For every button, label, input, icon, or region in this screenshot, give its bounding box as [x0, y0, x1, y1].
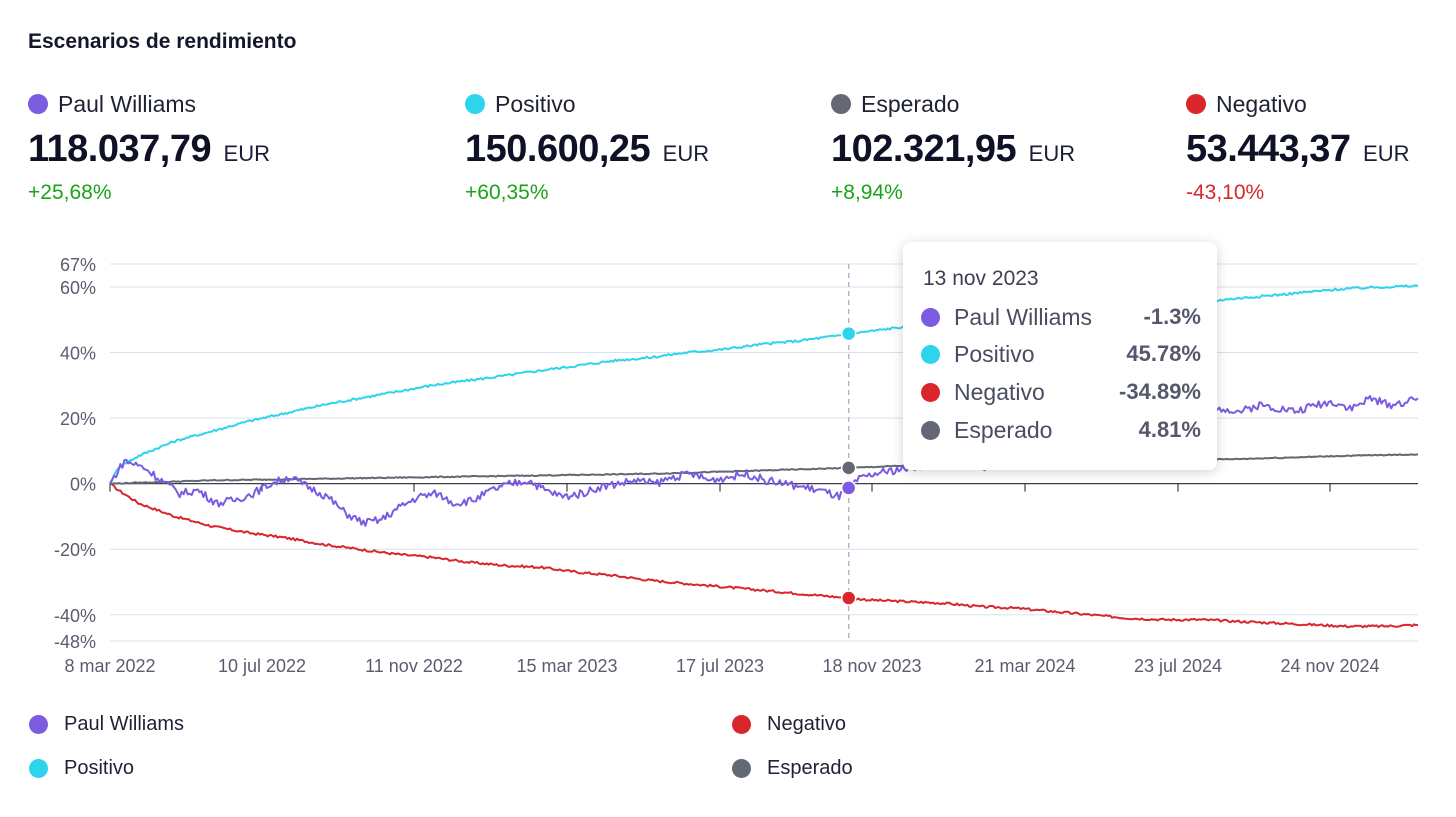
- x-tick-label: 21 mar 2024: [974, 656, 1075, 676]
- tooltip-series-name: Paul Williams: [954, 303, 1093, 330]
- kpi-change: +60,35%: [465, 181, 549, 204]
- kpi-change: +25,68%: [28, 181, 112, 204]
- kpi-change: +8,94%: [831, 181, 903, 204]
- kpi-currency: EUR: [1028, 141, 1076, 166]
- tooltip-series-value: -34.89%: [1119, 379, 1201, 404]
- tooltip-row-positivo: Positivo 45.78%: [921, 339, 1201, 369]
- kpi-esperado: Esperado 102.321,95 EUR +8,94%: [831, 88, 1075, 205]
- line-chart[interactable]: 67% 60% 40% 20% 0% -20% -40% -48% 8 mar 2022 10 j…: [0, 240, 1456, 680]
- crosshair-point-paul-williams: [840, 480, 857, 496]
- crosshair-point-negativo: [840, 590, 857, 606]
- positivo-dot-icon: [29, 759, 48, 778]
- kpi-name: Paul Williams: [58, 90, 197, 117]
- kpi-paul-williams: Paul Williams 118.037,79 EUR +25,68%: [28, 88, 270, 205]
- tooltip-date: 13 nov 2023: [923, 267, 1039, 290]
- kpi-name: Positivo: [495, 90, 576, 117]
- tooltip-series-name: Esperado: [954, 416, 1053, 443]
- series-line-positivo: [109, 284, 1419, 485]
- x-tick-label: 23 jul 2024: [1134, 656, 1222, 676]
- positivo-dot-icon: [921, 344, 940, 364]
- kpi-value: 102.321,95: [831, 128, 1017, 170]
- paul-williams-dot-icon: [28, 94, 48, 114]
- crosshair-point-positivo: [840, 325, 857, 342]
- kpi-summary: Paul Williams 118.037,79 EUR +25,68% Pos…: [0, 88, 1456, 218]
- tooltip-row-paul-williams: Paul Williams -1.3%: [921, 302, 1201, 332]
- legend-item-esperado[interactable]: Esperado: [732, 757, 853, 780]
- tooltip-series-value: -1.3%: [1143, 304, 1201, 329]
- x-tick-label: 8 mar 2022: [64, 656, 155, 676]
- crosshair-point-esperado: [840, 460, 857, 476]
- tooltip-row-negativo: Negativo -34.89%: [921, 377, 1201, 407]
- legend-label: Positivo: [64, 757, 135, 779]
- legend-label: Paul Williams: [64, 713, 185, 735]
- paul-williams-dot-icon: [921, 307, 940, 327]
- esperado-dot-icon: [921, 420, 940, 440]
- chart-title: Escenarios de rendimiento: [28, 30, 297, 53]
- x-tick-label: 11 nov 2022: [365, 656, 463, 676]
- tooltip-row-esperado: Esperado 4.81%: [921, 415, 1201, 445]
- negativo-dot-icon: [732, 715, 751, 734]
- legend-item-positivo[interactable]: Positivo: [29, 757, 134, 780]
- kpi-currency: EUR: [223, 141, 270, 166]
- kpi-name: Negativo: [1216, 90, 1307, 117]
- y-tick-label: -20%: [54, 540, 96, 560]
- x-tick-label: 17 jul 2023: [676, 656, 764, 676]
- kpi-negativo: Negativo 53.443,37 EUR -43,10%: [1186, 88, 1409, 205]
- legend-item-negativo[interactable]: Negativo: [732, 713, 846, 736]
- x-tick-label: 10 jul 2022: [218, 656, 306, 676]
- y-tick-label: -40%: [54, 606, 96, 626]
- legend-label: Negativo: [767, 713, 846, 735]
- tooltip-series-name: Negativo: [954, 378, 1045, 405]
- y-tick-label: -48%: [54, 632, 96, 652]
- negativo-dot-icon: [921, 382, 940, 402]
- tooltip-series-value: 45.78%: [1126, 341, 1201, 366]
- esperado-dot-icon: [732, 759, 751, 778]
- kpi-name: Esperado: [861, 90, 960, 117]
- legend-item-paul-williams[interactable]: Paul Williams: [29, 713, 184, 736]
- kpi-positivo: Positivo 150.600,25 EUR +60,35%: [465, 88, 709, 205]
- y-tick-label: 0%: [70, 475, 96, 495]
- chart-tooltip: 13 nov 2023 Paul Williams -1.3% Positivo…: [903, 242, 1217, 470]
- kpi-currency: EUR: [662, 141, 710, 166]
- x-tick-label: 18 nov 2023: [822, 656, 921, 676]
- y-tick-label: 40%: [60, 344, 96, 364]
- tooltip-series-name: Positivo: [954, 340, 1035, 367]
- esperado-dot-icon: [831, 94, 851, 114]
- kpi-change: -43,10%: [1186, 181, 1265, 204]
- kpi-value: 118.037,79: [28, 128, 212, 170]
- x-tick-label: 24 nov 2024: [1280, 656, 1379, 676]
- series-line-negativo: [109, 482, 1419, 629]
- negativo-dot-icon: [1186, 94, 1206, 114]
- positivo-dot-icon: [465, 94, 485, 114]
- y-tick-label: 67%: [60, 255, 96, 275]
- kpi-value: 150.600,25: [465, 128, 651, 170]
- tooltip-series-value: 4.81%: [1138, 417, 1201, 442]
- paul-williams-dot-icon: [29, 715, 48, 734]
- kpi-value: 53.443,37: [1186, 128, 1351, 170]
- y-tick-label: 20%: [60, 409, 96, 429]
- y-tick-label: 60%: [60, 278, 96, 298]
- kpi-currency: EUR: [1363, 141, 1410, 166]
- series-line-paul-williams: [109, 395, 1419, 527]
- legend-label: Esperado: [767, 757, 853, 779]
- x-tick-label: 15 mar 2023: [516, 656, 617, 676]
